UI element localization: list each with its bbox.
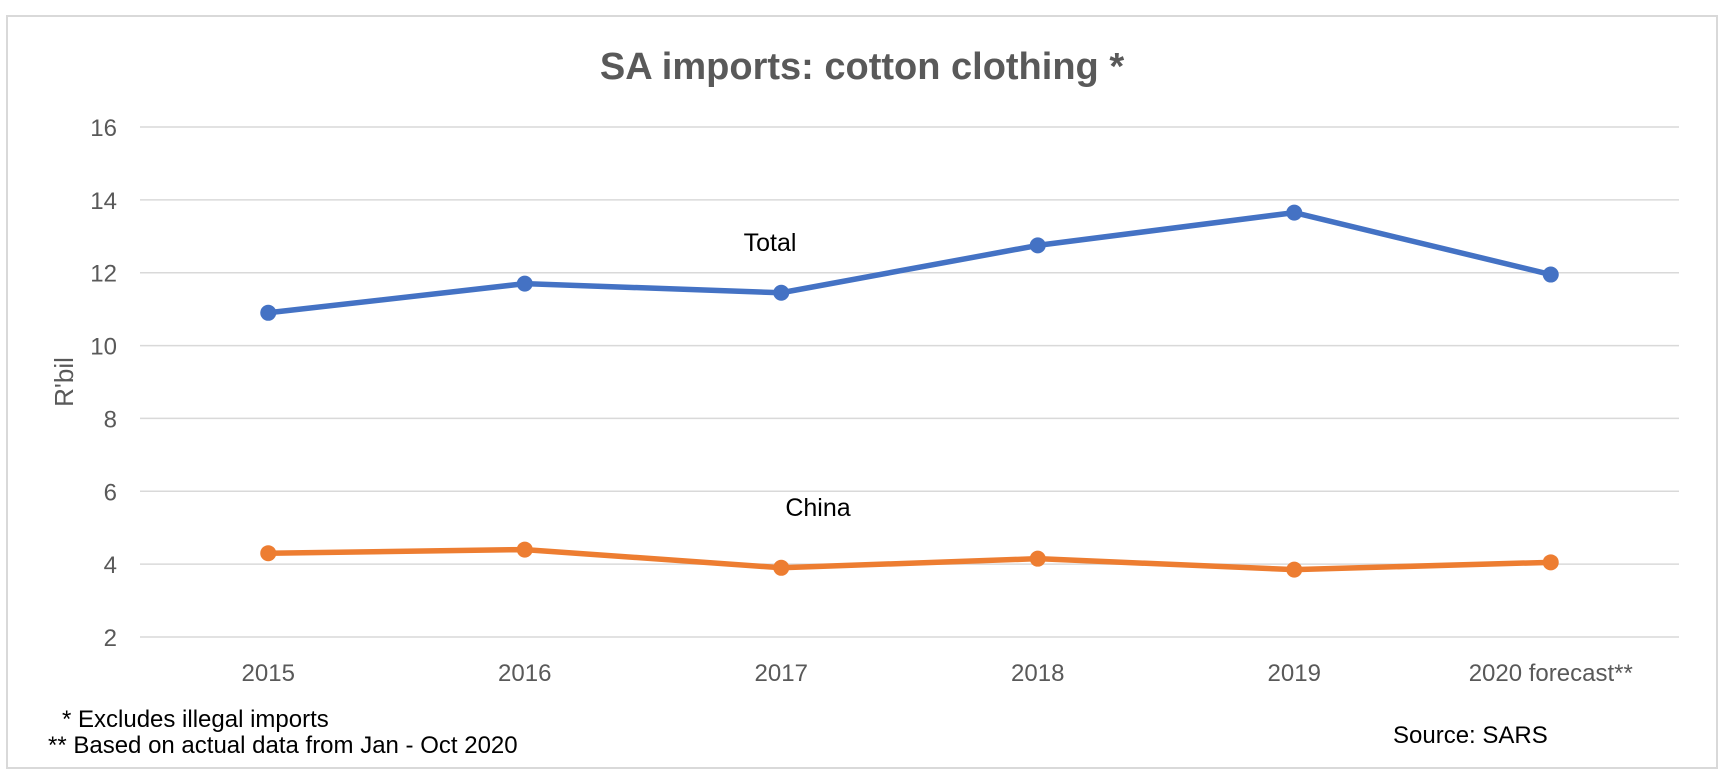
y-tick-label: 2: [104, 625, 117, 652]
x-tick-label: 2015: [242, 660, 295, 687]
y-axis-ticks: 2 4 6 8 10 12 14 16: [90, 115, 117, 652]
data-point-total: [1029, 237, 1046, 254]
data-point-total: [1542, 266, 1559, 283]
source-note: Source: SARS: [1393, 722, 1548, 749]
footnote-forecast-basis: ** Based on actual data from Jan - Oct 2…: [48, 732, 518, 759]
chart-frame: [6, 15, 1718, 769]
y-tick-label: 4: [104, 552, 117, 579]
y-axis-title: R'bil: [49, 357, 79, 407]
series-label-total: Total: [744, 229, 797, 257]
x-tick-label: 2019: [1268, 660, 1321, 687]
x-axis-ticks: 2015 2016 2017 2018 2019 2020 forecast**: [242, 660, 1633, 687]
data-point-total: [1286, 204, 1303, 221]
series-total: [260, 204, 1559, 321]
data-point-china: [260, 545, 277, 562]
footnote-illegal-imports: * Excludes illegal imports: [62, 706, 329, 733]
series-line-total: [265, 209, 1554, 316]
series-china: [260, 541, 1559, 578]
y-tick-label: 12: [90, 261, 117, 288]
x-tick-label: 2017: [755, 660, 808, 687]
y-tick-label: 8: [104, 406, 117, 433]
series-layer: [260, 204, 1559, 578]
y-tick-label: 16: [90, 115, 117, 142]
data-point-total: [516, 275, 533, 292]
series-label-china: China: [785, 494, 850, 522]
data-point-china: [516, 541, 533, 558]
y-tick-label: 14: [90, 188, 117, 215]
x-tick-label: 2018: [1011, 660, 1064, 687]
data-point-china: [1286, 561, 1303, 578]
y-tick-label: 6: [104, 479, 117, 506]
x-tick-label: 2020 forecast**: [1469, 660, 1633, 687]
series-line-china: [265, 546, 1554, 573]
data-point-total: [260, 304, 277, 321]
data-point-china: [1542, 554, 1559, 571]
chart-title: SA imports: cotton clothing *: [600, 46, 1124, 88]
data-point-china: [1029, 550, 1046, 567]
data-point-total: [773, 284, 790, 301]
x-tick-label: 2016: [498, 660, 551, 687]
y-tick-label: 10: [90, 334, 117, 361]
data-point-china: [773, 559, 790, 576]
